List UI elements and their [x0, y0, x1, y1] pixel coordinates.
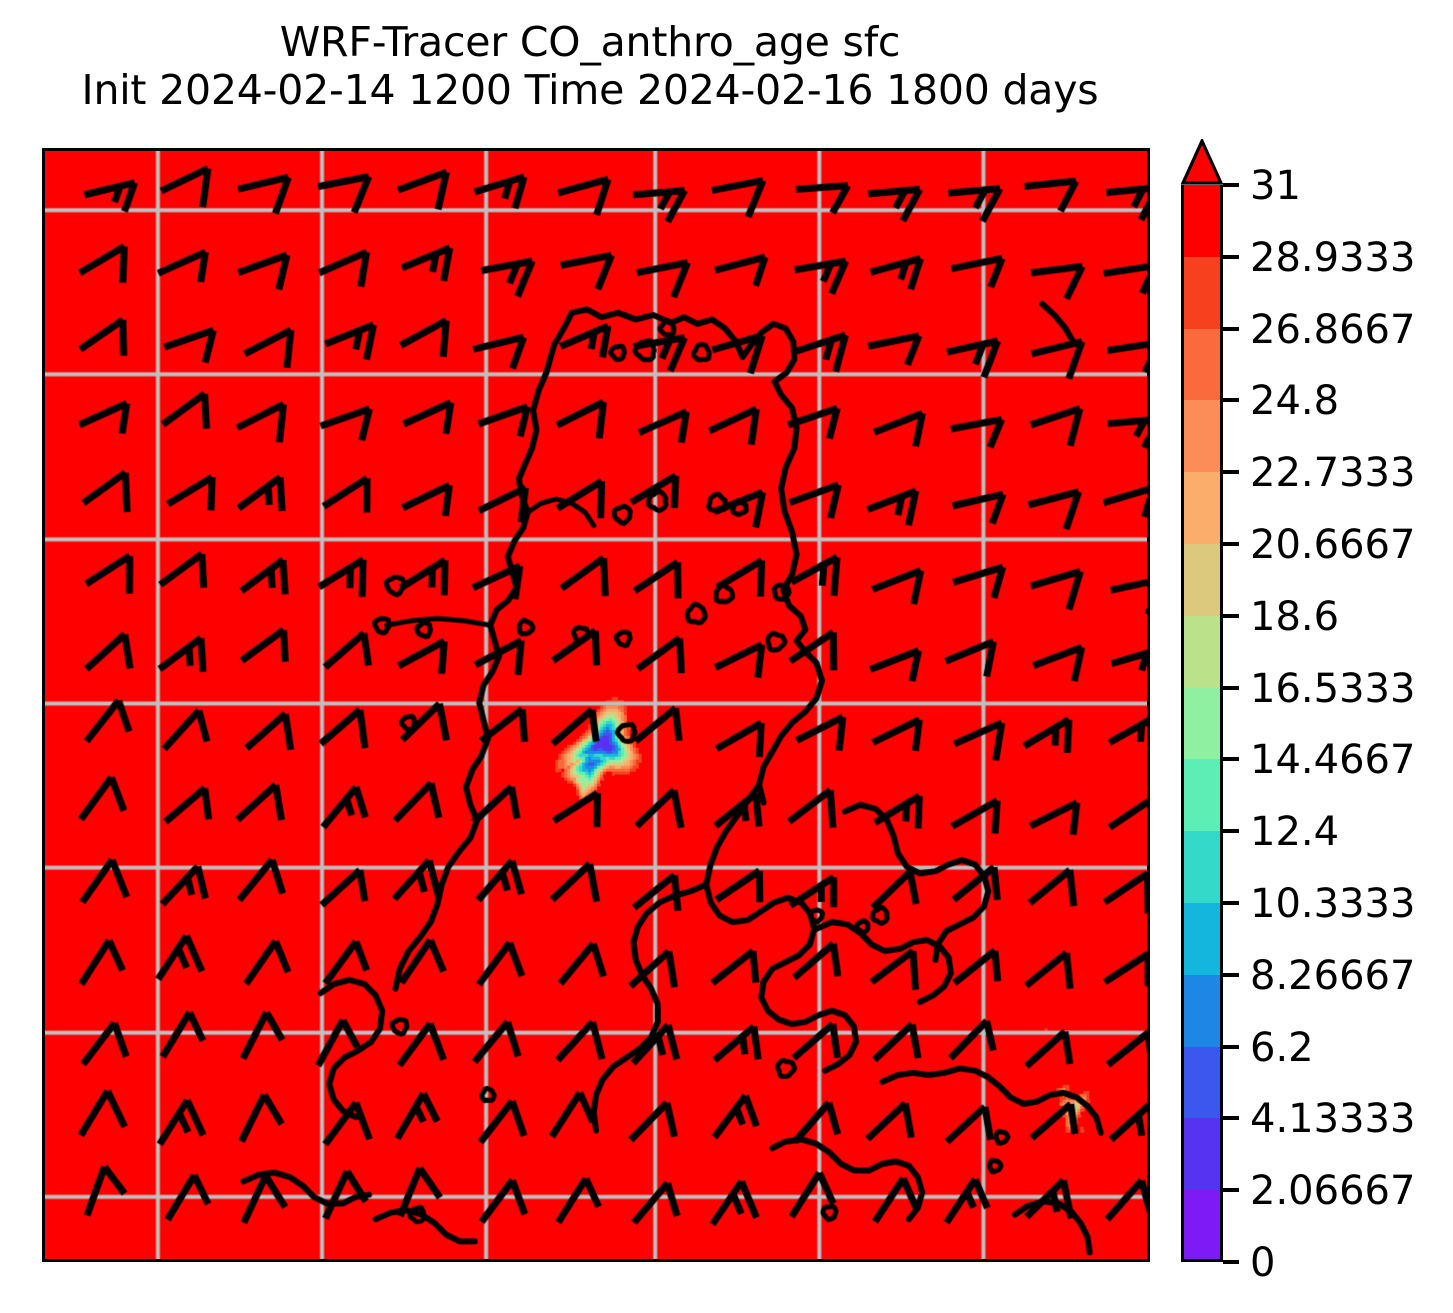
colorbar[interactable] [1181, 139, 1223, 1262]
colorbar-cell-7 [1181, 687, 1223, 760]
colorbar-cell-13 [1181, 256, 1223, 329]
colorbar-tickmark-0 [1223, 1260, 1239, 1264]
colorbar-tickmark-10 [1223, 541, 1239, 546]
colorbar-tickmark-12 [1223, 398, 1239, 403]
colorbar-cell-4 [1181, 903, 1223, 975]
colorbar-tickmark-13 [1223, 326, 1239, 331]
colorbar-ticklabel-7: 14.4667 [1250, 737, 1416, 784]
colorbar-cell-14 [1181, 185, 1223, 257]
colorbar-ticklabel-11: 22.7333 [1250, 450, 1416, 497]
colorbar-ticklabel-6: 12.4 [1250, 809, 1340, 856]
colorbar-cell-11 [1181, 400, 1223, 473]
tracer-age-field-canvas [45, 151, 1147, 1259]
colorbar-ticklabel-9: 18.6 [1250, 593, 1340, 640]
colorbar-cell-10 [1181, 472, 1223, 545]
colorbar-tickmark-5 [1223, 901, 1239, 905]
colorbar-tickmark-1 [1223, 1188, 1239, 1193]
colorbar-ticklabel-10: 20.6667 [1250, 521, 1416, 568]
chart-title: WRF-Tracer CO_anthro_age sfc Init 2024-0… [0, 18, 1180, 115]
colorbar-ticklabel-3: 6.2 [1250, 1024, 1314, 1071]
colorbar-ticklabel-5: 10.3333 [1250, 881, 1416, 927]
colorbar-tickmark-8 [1223, 685, 1239, 690]
colorbar-tickmark-14 [1223, 254, 1239, 259]
colorbar-cell-1 [1181, 1118, 1223, 1191]
colorbar-swatches [1181, 185, 1223, 1262]
colorbar-ticklabel-13: 26.8667 [1250, 306, 1416, 353]
colorbar-tickmark-9 [1223, 613, 1239, 618]
map-plot-area[interactable] [42, 148, 1150, 1262]
title-line-1: WRF-Tracer CO_anthro_age sfc [279, 18, 901, 66]
colorbar-tickmark-6 [1223, 829, 1239, 834]
colorbar-extend-max-arrow [1181, 139, 1223, 185]
colorbar-cell-12 [1181, 328, 1223, 401]
colorbar-tickmark-7 [1223, 757, 1239, 762]
colorbar-cell-3 [1181, 974, 1223, 1047]
colorbar-ticklabel-2: 4.13333 [1250, 1096, 1416, 1143]
colorbar-ticklabel-15: 31 [1250, 163, 1301, 209]
colorbar-ticklabel-14: 28.9333 [1250, 234, 1416, 281]
colorbar-ticklabel-4: 8.26667 [1250, 952, 1416, 999]
colorbar-tickmark-2 [1223, 1116, 1239, 1121]
colorbar-ticklabel-12: 24.8 [1250, 378, 1340, 425]
colorbar-ticklabel-1: 2.06667 [1250, 1168, 1416, 1215]
colorbar-tickmark-3 [1223, 1044, 1239, 1049]
colorbar-ticklabel-0: 0 [1250, 1240, 1276, 1286]
colorbar-cell-5 [1181, 831, 1223, 904]
colorbar-cell-2 [1181, 1046, 1223, 1119]
colorbar-cell-9 [1181, 544, 1223, 616]
title-line-2: Init 2024-02-14 1200 Time 2024-02-16 180… [81, 66, 1099, 115]
colorbar-ticklabel-8: 16.5333 [1250, 665, 1416, 712]
colorbar-cell-0 [1181, 1190, 1223, 1262]
colorbar-tickmark-15 [1223, 183, 1239, 187]
colorbar-tick-labels: 0 2.06667 4.13333 6.2 8.26667 10.3333 12.4 14.4… [1223, 166, 1453, 1283]
colorbar-tickmark-11 [1223, 470, 1239, 475]
colorbar-cell-8 [1181, 615, 1223, 688]
colorbar-cell-6 [1181, 759, 1223, 832]
colorbar-tickmark-4 [1223, 972, 1239, 977]
